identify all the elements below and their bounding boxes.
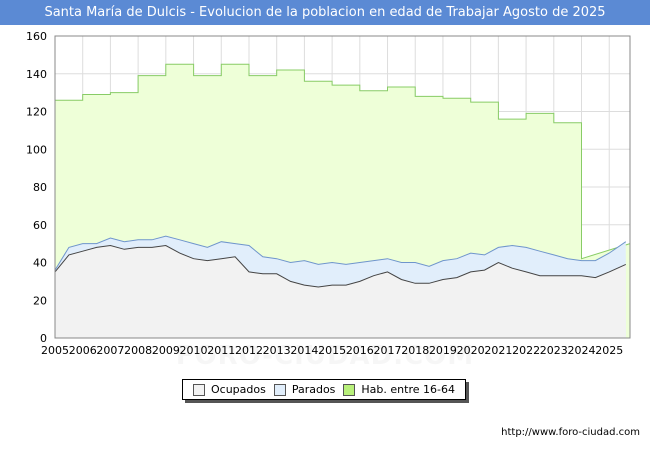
x-tick-label: 2011 [207, 344, 235, 357]
y-tick-label: 160 [26, 30, 47, 43]
x-tick-label: 2008 [124, 344, 152, 357]
legend-label-hab: Hab. entre 16-64 [361, 383, 455, 396]
legend-swatch-parados [273, 383, 286, 396]
x-tick-label: 2018 [401, 344, 429, 357]
y-tick-label: 60 [33, 219, 47, 232]
x-tick-label: 2012 [235, 344, 263, 357]
x-tick-label: 2005 [41, 344, 69, 357]
x-tick-label: 2019 [429, 344, 457, 357]
series-layer [54, 63, 631, 339]
x-tick-label: 2024 [568, 344, 596, 357]
x-tick-label: 2015 [318, 344, 346, 357]
x-tick-label: 2023 [540, 344, 568, 357]
legend-label-parados: Parados [291, 383, 336, 396]
legend-item-parados: Parados [273, 383, 336, 396]
x-tick-label: 2010 [180, 344, 208, 357]
chart-title: Santa María de Dulcis - Evolucion de la … [0, 0, 650, 25]
y-tick-label: 0 [40, 332, 47, 345]
legend-swatch-hab [343, 383, 356, 396]
series-ocupados-line [54, 244, 627, 288]
y-tick-label: 20 [33, 294, 47, 307]
watermark: FORO-CIUDAD.COM [0, 341, 650, 371]
legend-label-ocupados: Ocupados [210, 383, 266, 396]
legend-item-hab: Hab. entre 16-64 [343, 383, 455, 396]
plot-frame [54, 35, 631, 339]
x-tick-label: 2025 [595, 344, 623, 357]
y-tick-label: 100 [26, 143, 47, 156]
axes: 0 20 40 60 80 100 120 140 160 2005 2006 2007 2008 200… [26, 30, 631, 357]
x-tick-label: 2006 [69, 344, 97, 357]
x-tick-label: 2007 [96, 344, 124, 357]
y-tick-label: 120 [26, 106, 47, 119]
legend: Ocupados Parados Hab. entre 16-64 [182, 379, 466, 400]
y-tick-label: 80 [33, 181, 47, 194]
y-tick-label: 140 [26, 68, 47, 81]
x-tick-label: 2021 [484, 344, 512, 357]
x-tick-label: 2016 [346, 344, 374, 357]
x-tick-label: 2017 [374, 344, 402, 357]
x-tick-label: 2009 [152, 344, 180, 357]
footer-url[interactable]: http://www.foro-ciudad.com [501, 427, 640, 438]
series-parados-line [54, 235, 627, 271]
x-tick-label: 2014 [290, 344, 318, 357]
x-tick-label: 2020 [457, 344, 485, 357]
y-tick-label: 40 [33, 257, 47, 270]
legend-swatch-ocupados [192, 383, 205, 396]
legend-item-ocupados: Ocupados [192, 383, 266, 396]
x-tick-label: 2013 [263, 344, 291, 357]
series-hab-line [55, 63, 631, 260]
series-ocupados-area [55, 245, 626, 338]
x-tick-label: 2022 [512, 344, 540, 357]
